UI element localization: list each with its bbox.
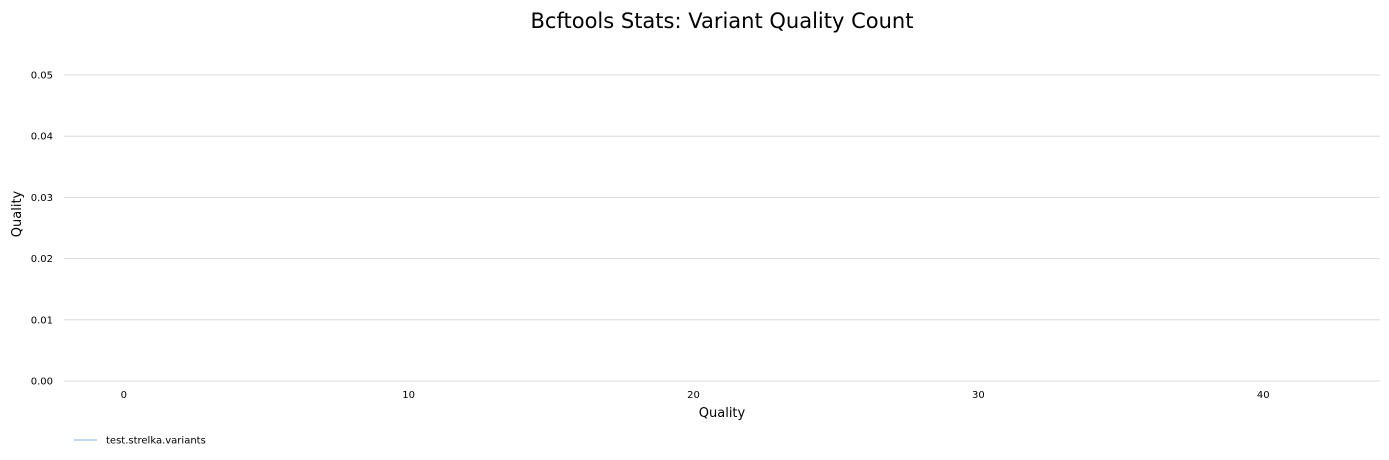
y-tick-label: 0.05 xyxy=(31,71,53,82)
y-tick-label: 0.02 xyxy=(31,254,53,265)
chart-title: Bcftools Stats: Variant Quality Count xyxy=(531,9,914,33)
y-tick-label: 0.04 xyxy=(31,132,53,143)
x-axis-ticks: 0 10 20 30 40 xyxy=(121,390,1270,401)
y-tick-label: 0.00 xyxy=(31,377,53,388)
gridlines xyxy=(64,74,1380,382)
x-tick-label: 0 xyxy=(121,390,127,401)
x-tick-label: 40 xyxy=(1257,390,1270,401)
x-tick-label: 20 xyxy=(687,390,700,401)
x-tick-label: 30 xyxy=(972,390,985,401)
legend[interactable]: test.strelka.variants xyxy=(74,436,206,447)
y-tick-label: 0.01 xyxy=(31,315,53,326)
legend-item-label[interactable]: test.strelka.variants xyxy=(106,436,206,447)
y-tick-label: 0.03 xyxy=(31,193,53,204)
x-axis-label: Quality xyxy=(699,406,746,421)
x-tick-label: 10 xyxy=(402,390,415,401)
y-axis-label: Quality xyxy=(10,190,25,237)
y-axis-ticks: 0.00 0.01 0.02 0.03 0.04 0.05 xyxy=(31,71,53,388)
